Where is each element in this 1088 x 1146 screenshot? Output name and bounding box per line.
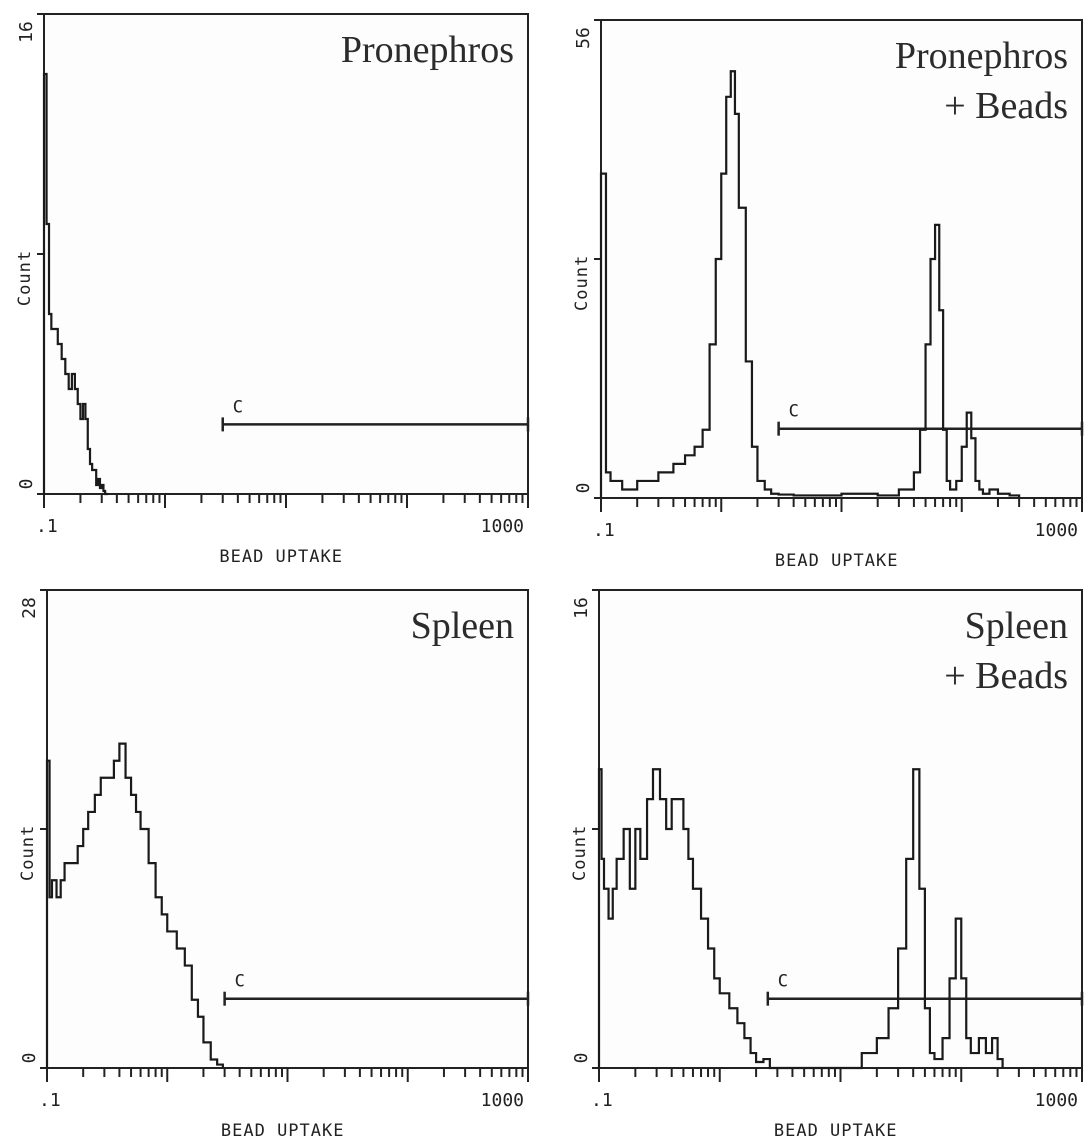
plot-frame xyxy=(598,589,1083,1069)
x-tick-label: .1 xyxy=(591,1090,613,1111)
x-tick-label: .1 xyxy=(36,516,58,537)
plot-frame xyxy=(46,589,529,1069)
x-tick-label: 1000 xyxy=(481,516,524,537)
chart-panel: .1 1000 0 16 BEAD UPTAKE Count Spleen + Beads C xyxy=(570,589,1084,1141)
gate-label: C xyxy=(789,402,800,422)
y-tick-label: 56 xyxy=(573,27,594,49)
chart-panel: .1 1000 0 56 BEAD UPTAKE Count Pronephros + Bea… xyxy=(572,19,1084,571)
panel-title: + Beads xyxy=(944,85,1068,127)
x-axis-label: BEAD UPTAKE xyxy=(221,1121,345,1141)
histogram-series xyxy=(45,742,224,1068)
x-axis-label: BEAD UPTAKE xyxy=(774,1121,898,1141)
x-tick-label: 1000 xyxy=(1035,1090,1078,1111)
y-axis-label: Count xyxy=(572,255,592,311)
x-tick-label: .1 xyxy=(39,1090,61,1111)
y-tick-label: 0 xyxy=(16,479,37,490)
gate-label: C xyxy=(778,972,789,992)
y-tick-label: 28 xyxy=(19,597,40,619)
x-axis-label: BEAD UPTAKE xyxy=(219,547,343,567)
y-tick-label: 0 xyxy=(573,483,594,494)
panel-title: Pronephros xyxy=(341,29,514,71)
panel-title: Spleen xyxy=(965,605,1068,647)
panel-title: Pronephros xyxy=(895,35,1068,77)
plot-frame xyxy=(43,13,529,495)
y-tick-label: 16 xyxy=(16,21,37,43)
y-axis-label: Count xyxy=(15,250,35,306)
histogram-series xyxy=(597,768,1004,1070)
y-tick-label: 0 xyxy=(19,1053,40,1064)
gate-label: C xyxy=(233,397,244,417)
y-axis-label: Count xyxy=(18,825,38,881)
panel-title: Spleen xyxy=(411,605,514,647)
panel-title: + Beads xyxy=(944,655,1068,697)
histogram-series xyxy=(42,72,109,496)
x-axis-label: BEAD UPTAKE xyxy=(775,551,899,571)
y-axis-label: Count xyxy=(570,825,590,881)
chart-panel: .1 1000 0 28 BEAD UPTAKE Count Spleen C xyxy=(18,589,530,1141)
histogram-series xyxy=(599,70,1021,498)
x-tick-label: 1000 xyxy=(1035,520,1078,541)
y-tick-label: 16 xyxy=(571,597,592,619)
x-tick-label: 1000 xyxy=(481,1090,524,1111)
x-tick-label: .1 xyxy=(593,520,615,541)
gate-label: C xyxy=(235,972,246,992)
y-tick-label: 0 xyxy=(571,1053,592,1064)
chart-panel: .1 1000 0 16 BEAD UPTAKE Count Pronephros C xyxy=(15,13,530,567)
plot-frame xyxy=(600,19,1083,499)
